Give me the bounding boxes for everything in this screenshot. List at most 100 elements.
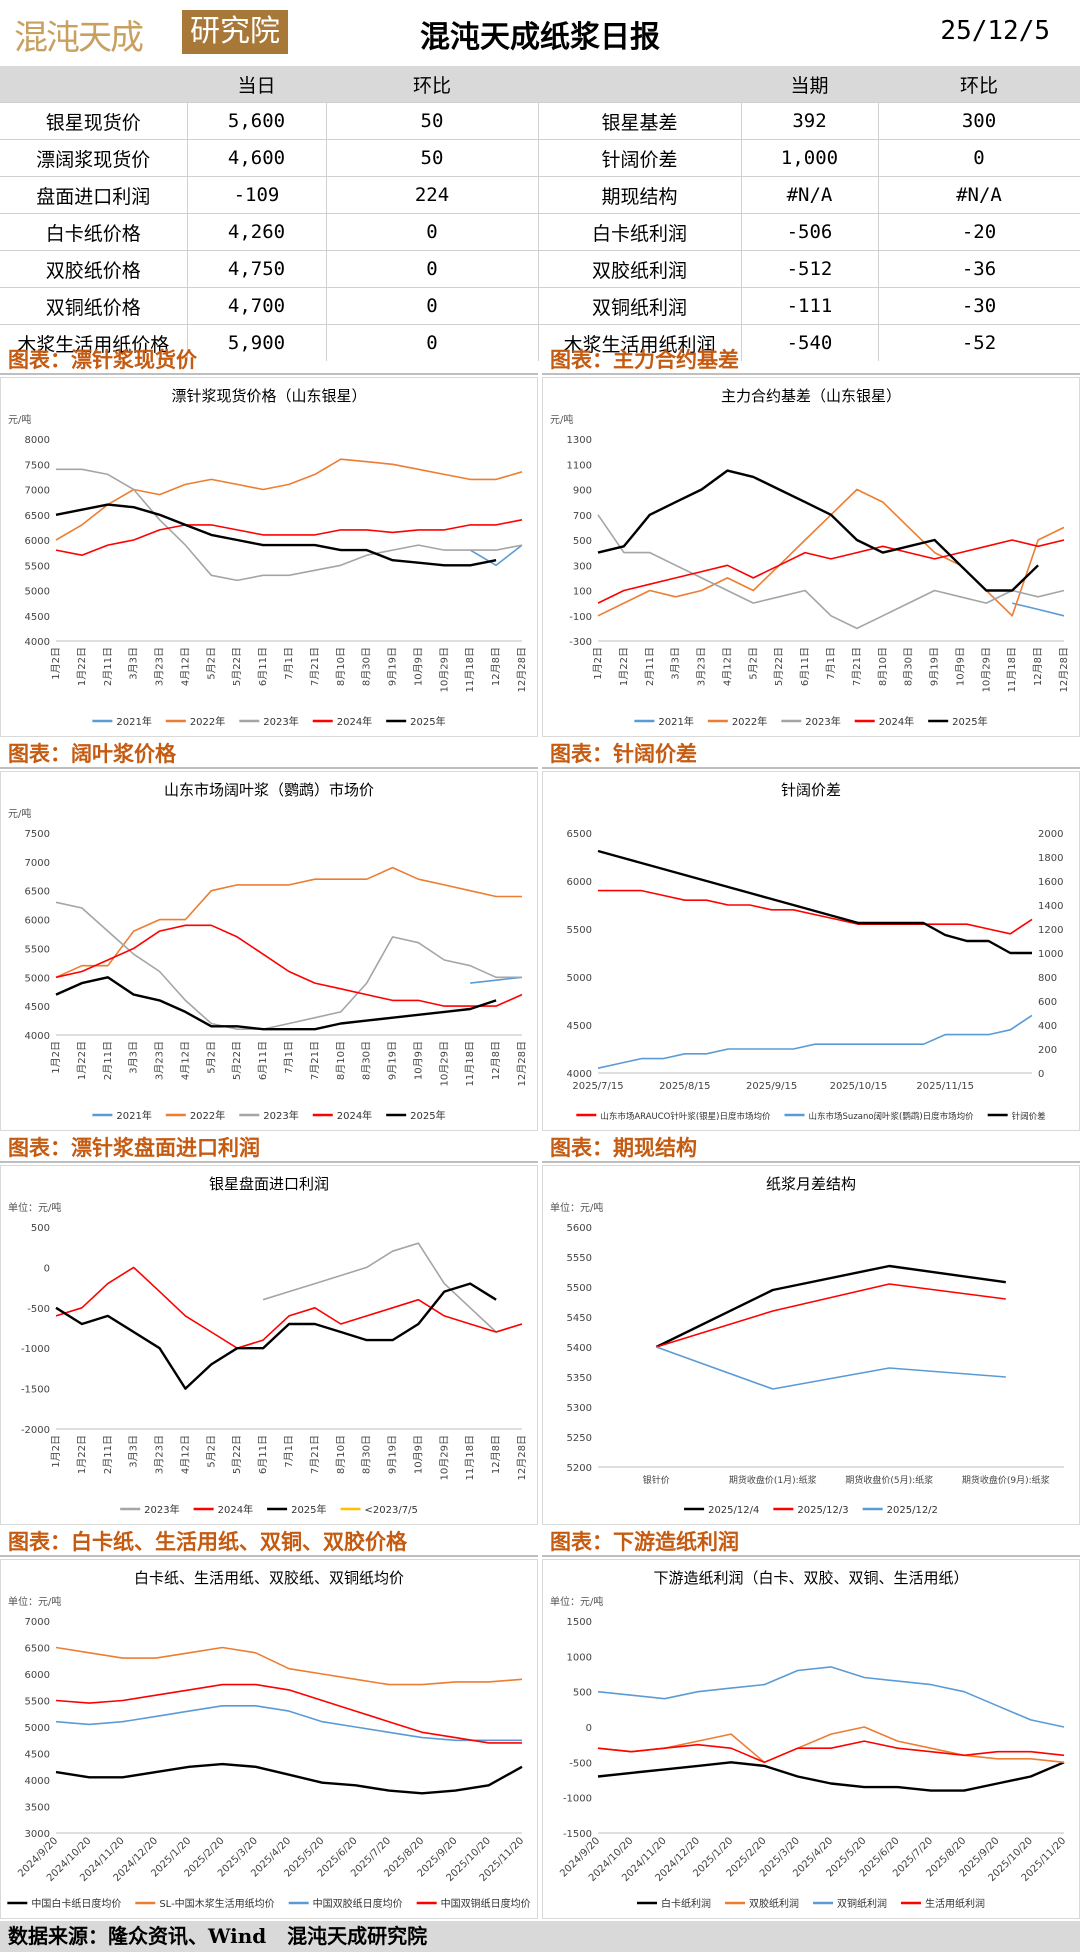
x-tick-label: 8月30日 xyxy=(361,1435,373,1474)
x-tick-label: 7月21日 xyxy=(851,647,863,686)
unit-label: 元/吨 xyxy=(8,413,31,426)
legend-label: 2025年 xyxy=(410,715,445,728)
legend-label: 2024年 xyxy=(218,1503,253,1516)
y-tick-label: 900 xyxy=(573,486,592,497)
y2-tick-label: 0 xyxy=(1038,1069,1044,1080)
y-tick-label: 500 xyxy=(573,536,592,547)
series-line xyxy=(55,1282,497,1390)
y-tick-label: 4000 xyxy=(25,637,50,648)
x-tick-label: 10月29日 xyxy=(438,1041,450,1086)
header-cell xyxy=(538,66,741,103)
unit-label: 元/吨 xyxy=(8,807,31,820)
y-tick-label: 6000 xyxy=(25,1670,50,1681)
x-tick-label: 11月18日 xyxy=(464,647,476,692)
unit-label: 单位：元/吨 xyxy=(8,1201,61,1214)
x-tick-label: 5月2日 xyxy=(747,647,759,680)
series-line xyxy=(262,1242,523,1333)
legend: 2021年 2022年 2023年 2024年 2025年 xyxy=(92,1109,446,1122)
x-tick-label: 7月1日 xyxy=(283,647,295,680)
legend-label: 2025/12/3 xyxy=(797,1505,848,1516)
table-cell: 银星基差 xyxy=(538,102,742,140)
y-tick-label: -300 xyxy=(569,637,592,648)
table-header: 当日 环比 当期 环比 xyxy=(0,66,1080,103)
y-tick-label: 1300 xyxy=(567,435,592,446)
y-tick-label: 8000 xyxy=(25,435,50,446)
y2-tick-label: 1600 xyxy=(1038,877,1063,888)
header-cell xyxy=(0,66,187,103)
y2-tick-label: 1000 xyxy=(1038,949,1063,960)
x-tick-label: 8月10日 xyxy=(335,1435,347,1474)
section-title: 图表：漂针浆现货价 xyxy=(0,345,538,375)
x-tick-label: 8月30日 xyxy=(361,1041,373,1080)
unit-label: 单位：元/吨 xyxy=(550,1595,603,1608)
table-cell: 1,000 xyxy=(741,139,879,177)
chart-title: 白卡纸、生活用纸、双胶纸、双铜纸均价 xyxy=(134,1569,404,1587)
y-tick-label: 100 xyxy=(573,587,592,598)
y-tick-label: 500 xyxy=(31,1223,50,1234)
y-tick-label: 4500 xyxy=(25,1002,50,1013)
y-tick-label: 4500 xyxy=(25,612,50,623)
series-line xyxy=(597,1740,1065,1764)
x-tick-label: 4月12日 xyxy=(179,1435,191,1474)
y2-tick-label: 200 xyxy=(1038,1045,1057,1056)
x-tick-label: 10月29日 xyxy=(980,647,992,692)
y-tick-label: 5500 xyxy=(567,925,592,936)
unit-label: 单位：元/吨 xyxy=(8,1595,61,1608)
x-tick-label: 2月11日 xyxy=(102,1041,114,1080)
y2-tick-label: 1800 xyxy=(1038,853,1063,864)
table-row: 漂阔浆现货价 4,600 50 针阔价差 1,000 0 xyxy=(0,139,1080,177)
y-tick-label: 5000 xyxy=(25,1723,50,1734)
y-tick-label: 4500 xyxy=(25,1750,50,1761)
y-tick-label: 5000 xyxy=(567,973,592,984)
x-tick-label: 1月22日 xyxy=(76,647,88,686)
x-tick-label: 2025/11/15 xyxy=(916,1081,974,1092)
x-tick-label: 5月22日 xyxy=(773,647,785,686)
legend: 2021年 2022年 2023年 2024年 2025年 xyxy=(92,715,446,728)
legend-label: <2023/7/5 xyxy=(365,1505,418,1516)
x-tick-label: 银针价 xyxy=(643,1474,670,1486)
table-cell: 木浆生活用纸利润 xyxy=(538,324,742,361)
x-tick-label: 2025/8/15 xyxy=(659,1081,710,1092)
legend-label: 2025年 xyxy=(410,1109,445,1122)
y-tick-label: 5000 xyxy=(25,587,50,598)
section-title: 图表：期现结构 xyxy=(542,1133,1080,1163)
x-tick-label: 1月2日 xyxy=(50,1041,62,1074)
x-tick-label: 6月11日 xyxy=(257,647,269,686)
x-tick-label: 8月10日 xyxy=(335,1041,347,1080)
header-cell: 环比 xyxy=(878,66,1080,103)
legend-label: 中国双胶纸日度均价 xyxy=(313,1897,403,1910)
x-tick-label: 9月19日 xyxy=(929,647,941,686)
legend-label: 2025/12/4 xyxy=(708,1505,759,1516)
table-cell: -36 xyxy=(878,250,1080,288)
x-tick-label: 7月21日 xyxy=(309,1435,321,1474)
legend-label: 中国双铜纸日度均价 xyxy=(441,1897,531,1910)
x-tick-label: 7月1日 xyxy=(283,1041,295,1074)
legend-label: 2023年 xyxy=(805,715,840,728)
table-cell: 0 xyxy=(878,139,1080,177)
legend-label: 2022年 xyxy=(190,715,225,728)
panel-border xyxy=(542,1165,1080,1525)
chart-title: 下游造纸利润（白卡、双胶、双铜、生活用纸） xyxy=(653,1569,968,1587)
table-row: 双胶纸价格 4,750 0 双胶纸利润 -512 -36 xyxy=(0,250,1080,288)
series-line xyxy=(656,1346,1006,1390)
y-tick-label: 7500 xyxy=(25,460,50,471)
legend-label: 山东市场ARAUCO针叶浆(银星)日度市场均价 xyxy=(600,1111,771,1122)
summary-table: 当日 环比 当期 环比 银星现货价 5,600 50 银星基差 392 300 漂阔浆现货价… xyxy=(0,66,1080,361)
header-cell: 当日 xyxy=(187,66,326,103)
series-line xyxy=(597,1726,1065,1764)
x-tick-label: 4月12日 xyxy=(179,647,191,686)
x-tick-label: 9月19日 xyxy=(387,1041,399,1080)
series-line xyxy=(598,889,1033,935)
x-tick-label: 4月12日 xyxy=(721,647,733,686)
x-tick-label: 8月10日 xyxy=(877,647,889,686)
chart-title: 银星盘面进口利润 xyxy=(209,1175,329,1193)
x-tick-label: 7月1日 xyxy=(283,1435,295,1468)
table-cell: 针阔价差 xyxy=(538,139,742,177)
unit-label: 单位：元/吨 xyxy=(550,1201,603,1214)
series-line xyxy=(55,1705,522,1742)
chart-panel: 下游造纸利润（白卡、双胶、双铜、生活用纸） 单位：元/吨 -1500 -1000 -50… xyxy=(542,1559,1080,1919)
table-cell: -540 xyxy=(741,324,879,361)
panel-border xyxy=(542,771,1080,1131)
y-tick-label: 7000 xyxy=(25,486,50,497)
